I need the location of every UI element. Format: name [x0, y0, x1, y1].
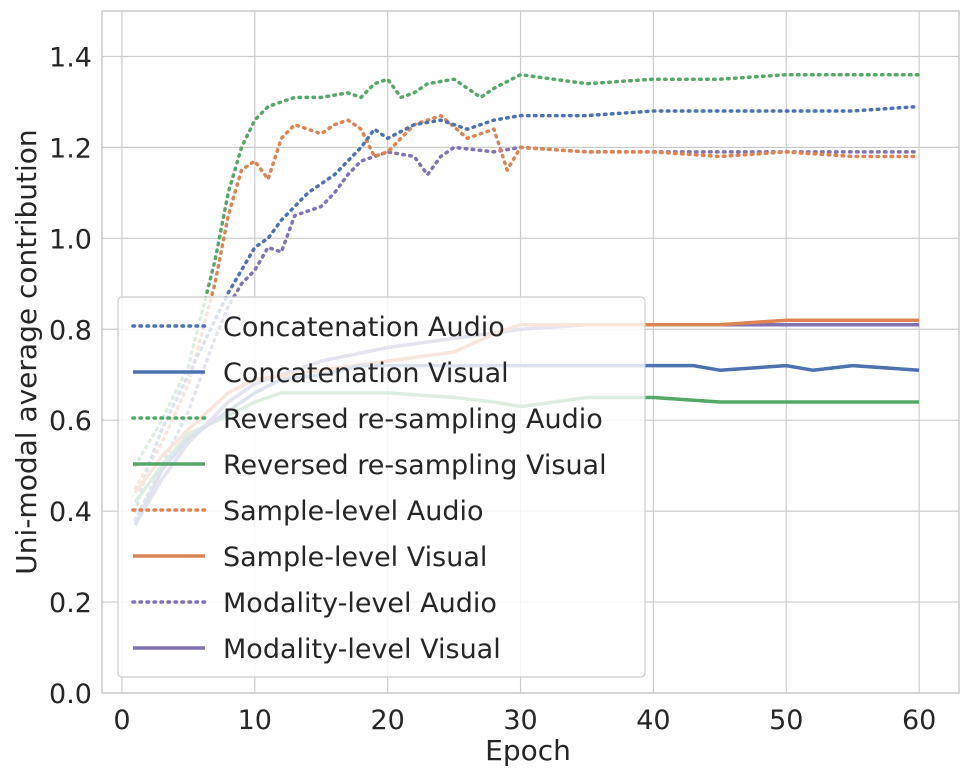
legend-entry-label: Modality-level Visual [223, 634, 501, 665]
y-tick-label: 1.4 [49, 42, 92, 73]
legend: Concatenation Audio Concatenation Visual R… [117, 296, 646, 678]
y-axis-label: Uni-modal average contribution [10, 129, 43, 574]
x-tick-label: 10 [238, 705, 272, 736]
y-tick-label: 1.2 [49, 133, 92, 164]
y-tick-label: 0.4 [49, 497, 92, 528]
legend-entry-label: Concatenation Audio [223, 312, 505, 343]
legend-box [117, 296, 646, 678]
legend-entry-label: Sample-level Audio [223, 496, 484, 527]
y-tick-label: 0.2 [49, 588, 92, 619]
series-line-sample-level-audio [133, 113, 921, 491]
x-tick-label: 50 [769, 705, 803, 736]
legend-entry-label: Reversed re-sampling Visual [223, 450, 607, 481]
x-tick-label: 0 [113, 705, 130, 736]
y-tick-label: 0.8 [49, 315, 92, 346]
legend-entry-label: Modality-level Audio [223, 588, 497, 619]
x-tick-label: 20 [370, 705, 404, 736]
x-axis-label: Epoch [485, 734, 571, 767]
legend-entry-label: Concatenation Visual [223, 358, 509, 389]
legend-entry-label: Reversed re-sampling Audio [223, 404, 603, 435]
y-tick-label: 0.6 [49, 406, 92, 437]
series-line-reversed-re-sampling-audio [133, 72, 921, 468]
y-tick-label: 1.0 [49, 224, 92, 255]
legend-entry-label: Sample-level Visual [223, 542, 487, 573]
y-tick-label: 0.0 [49, 679, 92, 710]
x-tick-label: 60 [902, 705, 936, 736]
y-axis-ticks: 0.0 0.2 0.4 0.6 0.8 1.0 1.2 1.4 [49, 42, 92, 710]
x-tick-label: 30 [503, 705, 537, 736]
x-axis-ticks: 0 10 20 30 40 50 60 [113, 705, 936, 736]
x-tick-label: 40 [636, 705, 670, 736]
